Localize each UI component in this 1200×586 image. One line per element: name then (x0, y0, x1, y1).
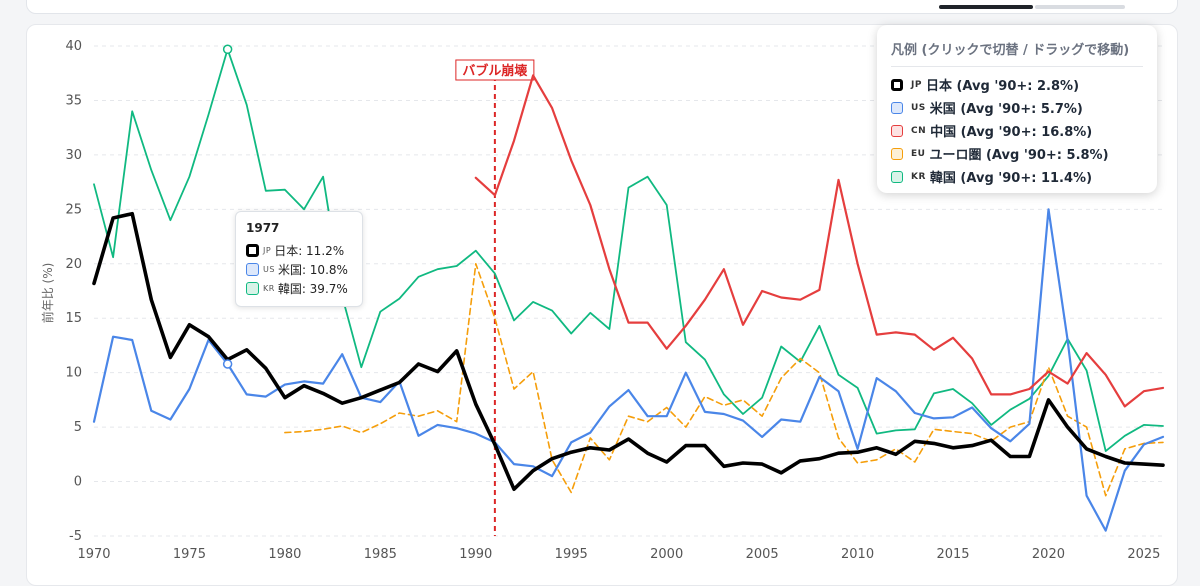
tooltip-year: 1977 (246, 221, 280, 235)
x-tick-label: 2015 (936, 547, 969, 562)
legend-country-code: KR (911, 171, 926, 182)
legend-country-code: EU (911, 148, 926, 159)
hover-tooltip: 1977 JP 日本: 11.2% US 米国: 10.8% KR 韓国: 39.7% (235, 211, 363, 307)
x-tick-label: 1980 (268, 547, 301, 562)
y-tick-label: 15 (65, 311, 82, 326)
tooltip-country-code: KR (263, 284, 275, 293)
annotation-label: バブル崩壊 (462, 63, 528, 79)
legend-swatch (891, 124, 903, 137)
x-tick-label: 2000 (650, 547, 683, 562)
tooltip-country-code: JP (263, 246, 272, 255)
tooltip-swatch (246, 263, 259, 276)
y-tick-label: 10 (65, 366, 82, 381)
x-tick-label: 2005 (746, 547, 779, 562)
legend-item-us[interactable]: US 米国 (Avg '90+: 5.7%) (891, 96, 1143, 119)
hover-point (222, 44, 233, 55)
series-line-jp[interactable] (92, 211, 1165, 492)
x-tick-label: 1990 (459, 547, 492, 562)
tooltip-country-code: US (263, 265, 275, 274)
y-tick-label: -5 (69, 529, 82, 544)
y-tick-label: 20 (65, 257, 82, 272)
series-lines (92, 48, 1165, 532)
y-tick-label: 25 (65, 202, 82, 217)
legend-swatch (891, 101, 903, 114)
tooltip-row: KR 韓国: 39.7% (246, 279, 352, 298)
toolbar-button-active[interactable] (939, 5, 1033, 9)
series-line-cn[interactable] (474, 74, 1165, 408)
x-tick-label: 1970 (77, 547, 110, 562)
y-tick-label: 40 (65, 39, 82, 54)
toolbar-button[interactable] (1035, 5, 1125, 9)
legend-country-code: JP (911, 79, 922, 90)
legend-swatch (891, 147, 903, 160)
legend-label: 米国 (Avg '90+: 5.7%) (929, 102, 1083, 117)
legend-country-code: CN (911, 125, 927, 136)
x-axis-ticks: 1970 1975 1980 1985 1990 1995 2000 2005 2010 2015… (77, 547, 1160, 562)
legend-label: 中国 (Avg '90+: 16.8%) (930, 125, 1093, 140)
hover-markers (222, 44, 233, 369)
x-tick-label: 2025 (1127, 547, 1160, 562)
tooltip-row: US 米国: 10.8% (246, 260, 352, 279)
legend-swatch (891, 78, 903, 91)
legend-item-kr[interactable]: KR 韓国 (Avg '90+: 11.4%) (891, 165, 1143, 188)
annotation: バブル崩壊 (455, 59, 535, 536)
tooltip-row: JP 日本: 11.2% (246, 241, 352, 260)
tooltip-value: 米国: 10.8% (277, 263, 348, 277)
tooltip-swatch (246, 282, 259, 295)
top-toolbar-strip (26, 0, 1178, 14)
legend-country-code: US (911, 102, 926, 113)
x-tick-label: 2020 (1032, 547, 1065, 562)
x-tick-label: 1985 (364, 547, 397, 562)
legend-label: ユーロ圏 (Avg '90+: 5.8%) (929, 148, 1109, 163)
legend-label: 韓国 (Avg '90+: 11.4%) (929, 171, 1093, 186)
legend-item-jp[interactable]: JP 日本 (Avg '90+: 2.8%) (891, 73, 1143, 96)
x-tick-label: 1975 (173, 547, 206, 562)
series-line-us[interactable] (92, 208, 1165, 532)
legend-panel[interactable]: 凡例 (クリックで切替 / ドラッグで移動) JP 日本 (Avg '90+: 2… (877, 25, 1157, 193)
y-tick-label: 30 (65, 148, 82, 163)
hover-point (222, 359, 233, 369)
legend-label: 日本 (Avg '90+: 2.8%) (925, 79, 1080, 94)
y-tick-label: 35 (65, 93, 82, 108)
y-tick-label: 0 (74, 475, 82, 490)
legend-swatch (891, 170, 903, 183)
y-axis-label: 前年比 (%) (40, 263, 55, 324)
tooltip-value: 韓国: 39.7% (277, 282, 348, 296)
tooltip-value: 日本: 11.2% (274, 244, 345, 258)
y-tick-label: 5 (74, 420, 82, 435)
annotation-box (455, 59, 535, 81)
legend-item-eu[interactable]: EU ユーロ圏 (Avg '90+: 5.8%) (891, 142, 1143, 165)
y-axis-ticks: -5 0 5 10 15 20 25 30 35 40 (65, 39, 82, 544)
series-line-eu[interactable] (284, 262, 1164, 497)
tooltip-swatch (246, 244, 259, 257)
legend-item-cn[interactable]: CN 中国 (Avg '90+: 16.8%) (891, 119, 1143, 142)
legend-title: 凡例 (クリックで切替 / ドラッグで移動) (891, 39, 1143, 67)
x-tick-label: 2010 (841, 547, 874, 562)
x-tick-label: 1995 (555, 547, 588, 562)
series-line-kr[interactable] (93, 48, 1164, 453)
